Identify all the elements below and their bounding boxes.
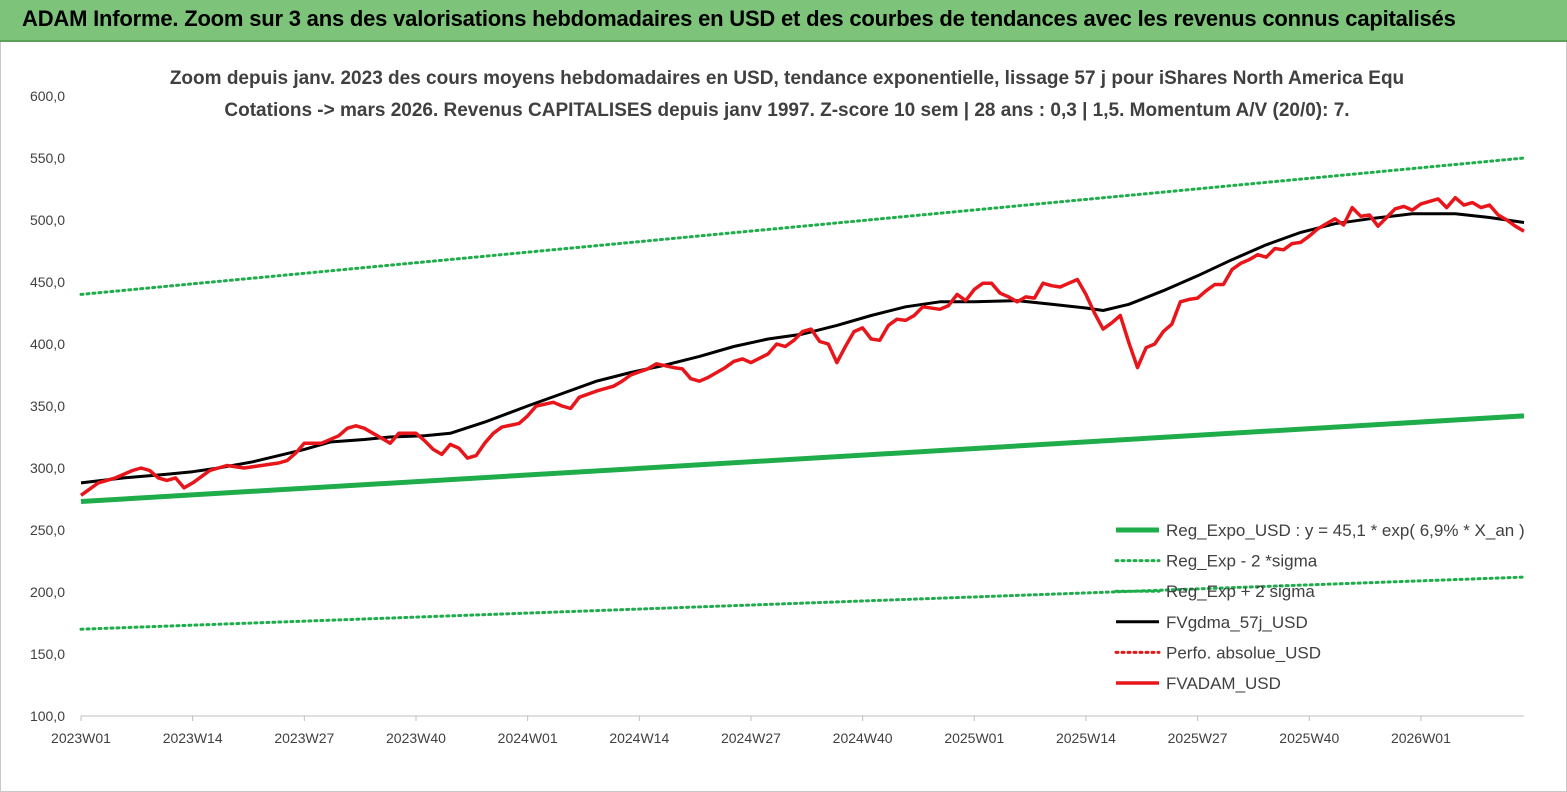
series-lines [79,156,1526,631]
y-tick-label: 100,0 [30,708,65,724]
legend: Reg_Expo_USD : y = 45,1 * exp( 6,9% * X_… [1114,521,1525,693]
y-tick-label: 600,0 [30,88,65,104]
series-line-2 [79,156,1526,296]
page-title: ADAM Informe. Zoom sur 3 ans des valoris… [22,6,1456,31]
chart-subtitle-line1: Zoom depuis janv. 2023 des cours moyens … [170,68,1404,89]
legend-label-3: FVgdma_57j_USD [1166,613,1308,632]
x-tick-label: 2023W40 [386,730,446,746]
y-tick-label: 500,0 [30,212,65,228]
x-tick-label: 2025W01 [944,730,1004,746]
series-line-1 [79,575,1526,631]
x-tick-label: 2025W40 [1279,730,1339,746]
series-line-3 [80,212,1525,485]
x-tick-label: 2024W40 [833,730,893,746]
y-tick-label: 350,0 [30,398,65,414]
legend-label-5: FVADAM_USD [1166,674,1281,693]
x-tick-label: 2025W27 [1168,730,1228,746]
x-tick-label: 2023W14 [163,730,223,746]
x-tick-label: 2023W01 [51,730,111,746]
chart-area: Zoom depuis janv. 2023 des cours moyens … [0,42,1567,792]
x-tick-label: 2026W01 [1391,730,1451,746]
x-tick-label: 2024W01 [498,730,558,746]
y-axis: 100,0 150,0 200,0 250,0 300,0 350,0 400,0 450,0… [30,88,65,724]
line-chart: Zoom depuis janv. 2023 des cours moyens … [30,68,1526,746]
x-axis: 2023W01 2023W14 2023W27 2023W40 2024W01 2024W… [51,716,1451,746]
legend-label-0: Reg_Expo_USD : y = 45,1 * exp( 6,9% * X_… [1166,521,1525,540]
x-tick-label: 2025W14 [1056,730,1116,746]
y-tick-label: 250,0 [30,522,65,538]
y-tick-label: 300,0 [30,460,65,476]
series-line-0 [80,413,1525,504]
y-tick-label: 550,0 [30,150,65,166]
y-tick-label: 200,0 [30,584,65,600]
y-tick-label: 450,0 [30,274,65,290]
x-tick-label: 2024W27 [721,730,781,746]
legend-label-1: Reg_Exp - 2 *sigma [1166,552,1318,571]
x-tick-label: 2024W14 [609,730,669,746]
y-tick-label: 150,0 [30,646,65,662]
y-tick-label: 400,0 [30,336,65,352]
legend-label-2: Reg_Exp + 2 sigma [1166,582,1315,601]
x-tick-label: 2023W27 [274,730,334,746]
legend-label-4: Perfo. absolue_USD [1166,643,1321,662]
chart-subtitle-line2: Cotations -> mars 2026. Revenus CAPITALI… [224,100,1349,121]
header-banner: ADAM Informe. Zoom sur 3 ans des valoris… [0,0,1567,42]
series-line-5 [79,195,1525,497]
